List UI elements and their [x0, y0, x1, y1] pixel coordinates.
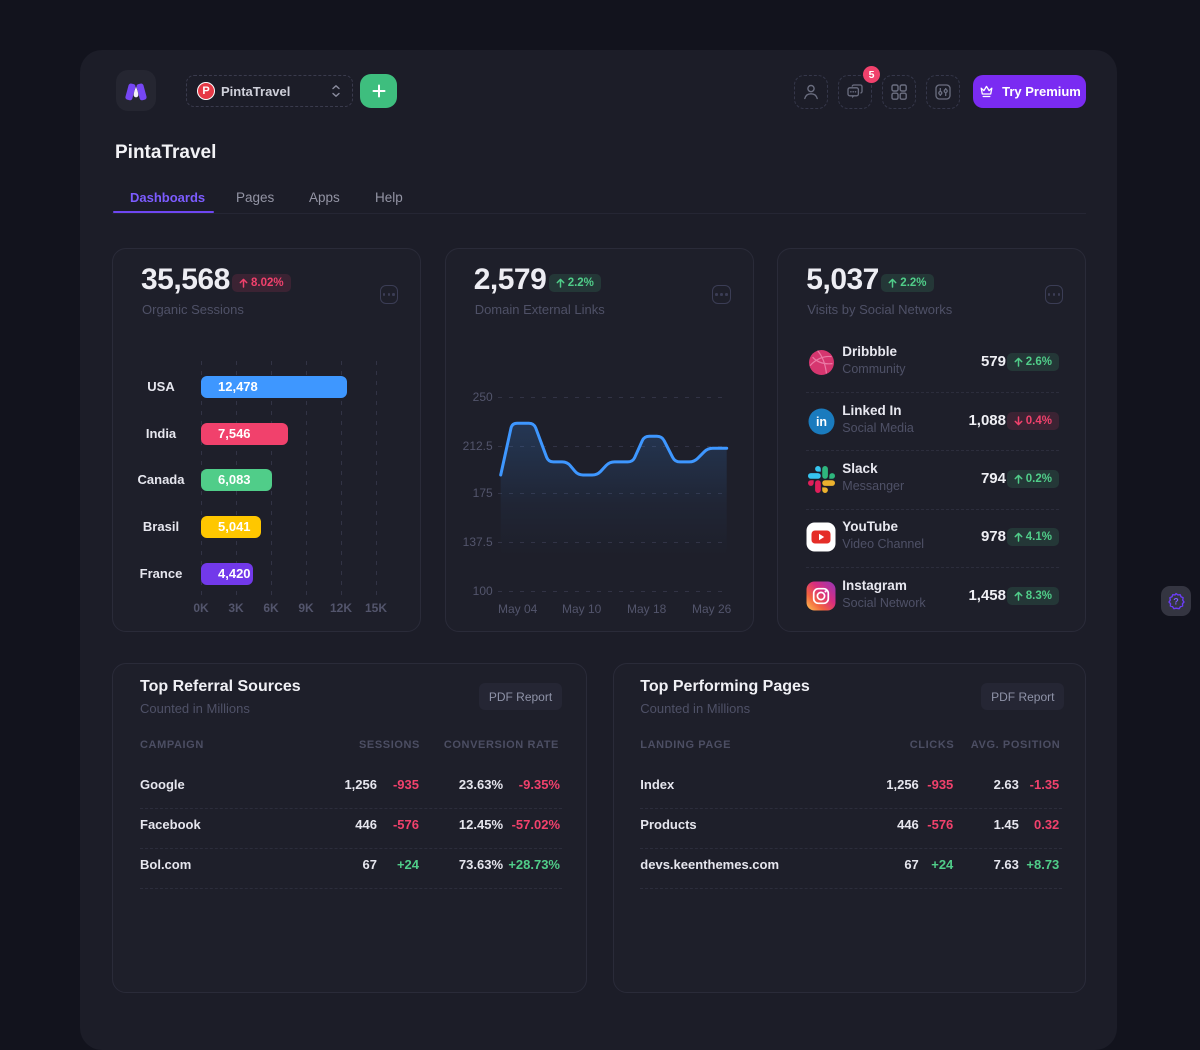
svg-text:?: ? — [1173, 597, 1179, 607]
svg-text:in: in — [816, 415, 827, 429]
